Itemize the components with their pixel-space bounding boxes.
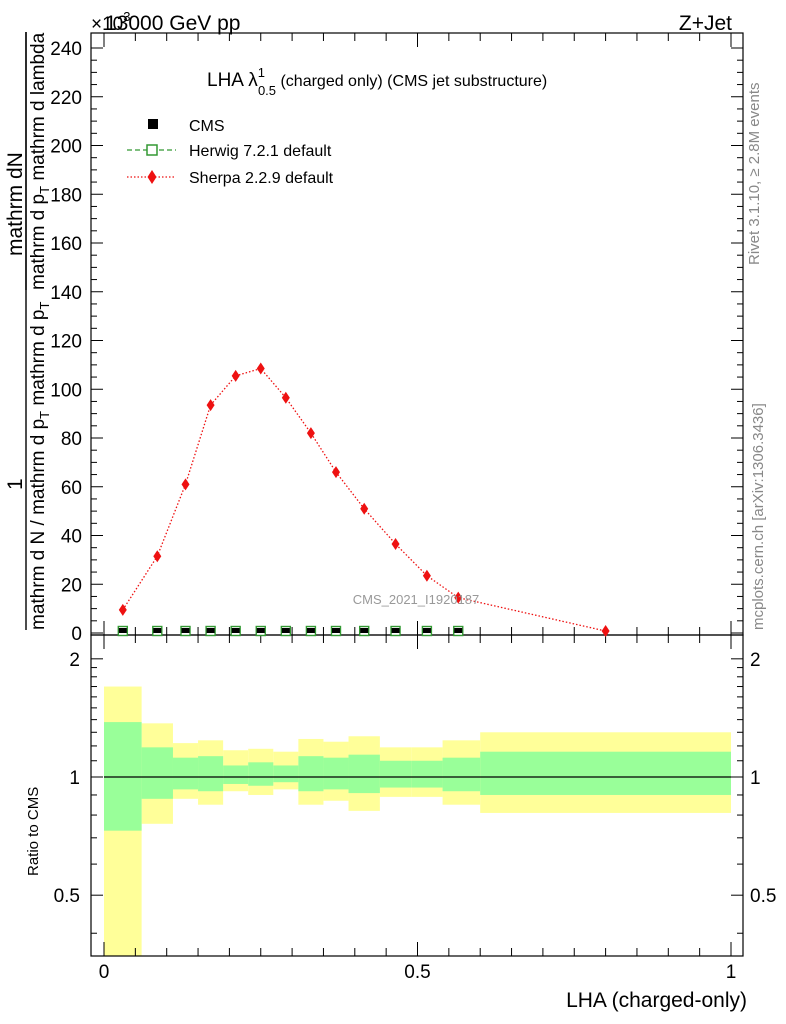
main-y-axis-label: 1 mathrm d N / mathrm d pT mathrm d pT m…	[4, 32, 52, 630]
ratio-band-inner	[379, 760, 412, 788]
sherpa-point	[206, 399, 215, 412]
ratio-band-inner	[298, 756, 324, 792]
y-tick-label: 40	[61, 527, 82, 548]
ratio-y-tick-label: 1	[69, 768, 80, 789]
ratio-band-inner	[141, 747, 173, 799]
cms-point	[454, 628, 463, 633]
x-tick-label: 0.5	[404, 962, 430, 983]
y-tick-label: 60	[61, 478, 82, 499]
legend-sherpa-marker	[147, 170, 157, 184]
ratio-y-tick-label-right: 1	[750, 768, 761, 789]
ratio-band-inner	[442, 757, 481, 792]
legend-herwig-label: Herwig 7.2.1 default	[189, 143, 332, 160]
cms-point	[281, 628, 290, 633]
y-tick-label: 120	[50, 332, 82, 353]
ratio-y-tick-label: 0.5	[54, 886, 80, 907]
ratio-band-inner	[198, 756, 224, 792]
legend-cms-label: CMS	[189, 118, 225, 135]
sherpa-line	[122, 367, 606, 632]
cms-point	[391, 628, 400, 633]
y-label-outer-numerator: 1	[4, 478, 27, 490]
x-tick-label: 1	[726, 962, 737, 983]
cms-point	[118, 628, 127, 633]
cms-point	[360, 628, 369, 633]
ratio-band-inner	[223, 765, 249, 784]
cms-point	[422, 628, 431, 633]
sherpa-point	[454, 591, 463, 604]
legend-herwig-marker	[146, 144, 158, 156]
y-tick-label: 140	[50, 283, 82, 304]
sherpa-point	[181, 478, 190, 491]
y-tick-label: 80	[61, 429, 82, 450]
ratio-band-inner	[273, 765, 299, 783]
ratio-band-inner	[348, 754, 380, 794]
rivet-label: Rivet 3.1.10, ≥ 2.8M events	[746, 83, 763, 266]
mcplots-label: mcplots.cern.ch [arXiv:1306.3436]	[750, 403, 767, 630]
ratio-band-inner	[323, 757, 349, 790]
sherpa-point	[601, 625, 610, 638]
sherpa-point	[360, 502, 369, 515]
sherpa-point	[153, 550, 162, 563]
cms-point	[231, 628, 240, 633]
y-label-inner-numerator: mathrm dN	[4, 152, 27, 256]
sherpa-point	[331, 466, 340, 479]
ratio-band-inner	[411, 760, 443, 788]
y-label-outer-denominator: mathrm d N / mathrm d pT mathrm d pT	[28, 302, 52, 631]
sherpa-point	[281, 391, 290, 404]
y-tick-label: 160	[50, 234, 82, 255]
y-tick-label: 100	[50, 380, 82, 401]
legend: CMS Herwig 7.2.1 default Sherpa 2.2.9 de…	[127, 118, 334, 187]
cms-point	[331, 628, 340, 633]
ratio-band-inner	[172, 757, 199, 790]
y-tick-label: 0	[71, 624, 82, 645]
process-label: Z+Jet	[679, 12, 732, 35]
sherpa-point	[231, 369, 240, 382]
ratio-y-axis-label: Ratio to CMS	[25, 787, 42, 876]
ratio-y-tick-label-right: 0.5	[750, 886, 776, 907]
cms-point	[306, 628, 315, 633]
energy-label: 13000 GeV pp	[105, 12, 240, 35]
sherpa-point	[118, 603, 127, 616]
y-scale-exponent: ×103	[91, 9, 130, 35]
ratio-y-tick-label: 2	[69, 650, 80, 671]
y-tick-label: 200	[50, 137, 82, 158]
plot-title: LHA λ1 0.5 (charged only) (CMS jet substr…	[207, 65, 547, 98]
cms-point	[153, 628, 162, 633]
x-axis-label: LHA (charged-only)	[566, 989, 747, 1012]
y-tick-label: 240	[50, 39, 82, 60]
ratio-band-inner	[104, 722, 142, 831]
ratio-band-inner	[480, 751, 731, 795]
cms-point	[181, 628, 190, 633]
legend-sherpa-label: Sherpa 2.2.9 default	[189, 170, 334, 187]
ratio-band-inner	[248, 762, 274, 786]
sherpa-point	[391, 538, 400, 551]
legend-cms-marker	[148, 119, 158, 129]
sherpa-point	[306, 427, 315, 440]
x-tick-label: 0	[99, 962, 110, 983]
sherpa-point	[256, 362, 265, 375]
ratio-y-tick-label-right: 2	[750, 650, 761, 671]
cms-point	[256, 628, 265, 633]
y-tick-label: 180	[50, 185, 82, 206]
sherpa-point	[422, 569, 431, 582]
y-tick-label: 20	[61, 575, 82, 596]
y-tick-label: 220	[50, 88, 82, 109]
y-label-inner-denominator: mathrm d pT mathrm d lambda	[28, 32, 52, 290]
cms-point	[206, 628, 215, 633]
analysis-watermark: CMS_2021_I1920187	[353, 592, 480, 607]
